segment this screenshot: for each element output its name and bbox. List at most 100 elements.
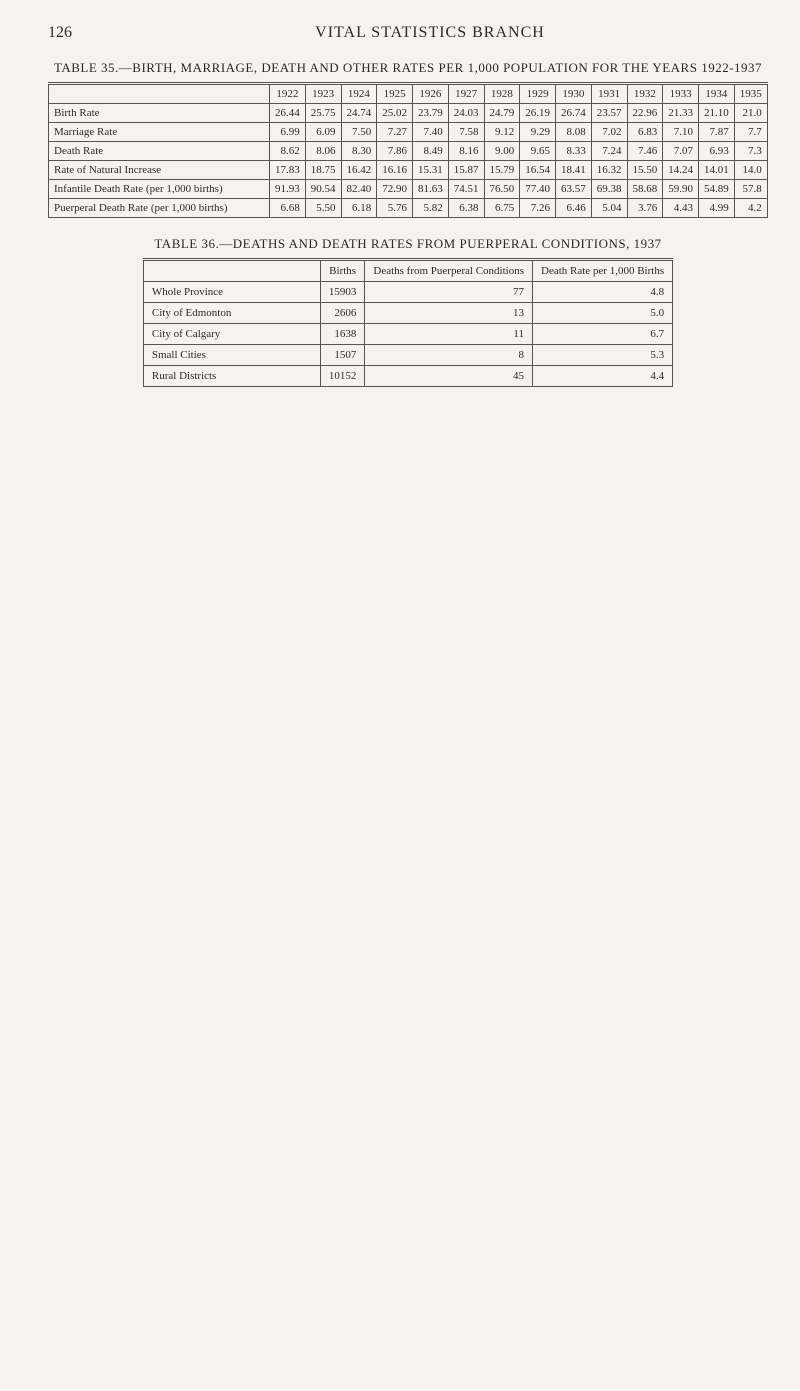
table35-corner xyxy=(49,84,270,104)
table35-cell: 15.79 xyxy=(484,161,520,180)
table35-year-header: 1925 xyxy=(377,84,413,104)
table36-col-header: Death Rate per 1,000 Births xyxy=(533,260,673,282)
table36-row-label: Small Cities xyxy=(143,345,320,366)
table35-cell: 16.54 xyxy=(520,161,556,180)
table35-cell: 6.99 xyxy=(270,123,306,142)
table-row: Death Rate8.628.068.307.868.498.169.009.… xyxy=(49,142,769,161)
table35-year-header: 1923 xyxy=(305,84,341,104)
table35-cell: 58.68 xyxy=(627,180,663,199)
table35-cell: 7.50 xyxy=(341,123,377,142)
table-row: Small Cities150785.3 xyxy=(143,345,672,366)
table-row: Puerperal Death Rate (per 1,000 births) 6… xyxy=(49,199,769,218)
table35-cell: 18.75 xyxy=(305,161,341,180)
table35-year-header: 1936 xyxy=(767,84,768,104)
table35-cell: 3.76 xyxy=(627,199,663,218)
table35-cell: 7.7 xyxy=(734,123,767,142)
table35-cell: 7.8 xyxy=(767,123,768,142)
table35-cell: 82.40 xyxy=(341,180,377,199)
table35-year-header: 1922 xyxy=(270,84,306,104)
table-row: Birth Rate26.4425.7524.7425.0223.7924.03… xyxy=(49,104,769,123)
table35-cell: 8.08 xyxy=(556,123,592,142)
table36-row-label: Whole Province xyxy=(143,282,320,303)
table35-year-header: 1930 xyxy=(556,84,592,104)
table35-row-label: Marriage Rate xyxy=(49,123,270,142)
table35-cell: 4.43 xyxy=(663,199,699,218)
table35-cell: 26.44 xyxy=(270,104,306,123)
table36-col-header: Births xyxy=(320,260,365,282)
table35-row-label: Puerperal Death Rate (per 1,000 births) xyxy=(49,199,270,218)
table-row: Marriage Rate6.996.097.507.277.407.589.1… xyxy=(49,123,769,142)
table35-cell: 63.57 xyxy=(556,180,592,199)
table35-cell: 8.0 xyxy=(767,142,768,161)
table35-cell: 26.19 xyxy=(520,104,556,123)
table35-cell: 5.8 xyxy=(767,199,768,218)
table35-cell: 16.16 xyxy=(377,161,413,180)
table35-cell: 25.75 xyxy=(305,104,341,123)
table35-title: TABLE 35.—BIRTH, MARRIAGE, DEATH AND OTH… xyxy=(48,60,768,76)
table35-cell: 20.4 xyxy=(767,104,768,123)
table36-cell: 5.0 xyxy=(533,303,673,324)
table35-scroll[interactable]: 1922192319241925192619271928192919301931… xyxy=(48,82,768,222)
table35-cell: 12.5 xyxy=(767,161,768,180)
table35-cell: 14.24 xyxy=(663,161,699,180)
table35-cell: 6.18 xyxy=(341,199,377,218)
table35-year-header: 1928 xyxy=(484,84,520,104)
table36-title: TABLE 36.—DEATHS AND DEATH RATES FROM PU… xyxy=(48,236,768,252)
table35-cell: 8.30 xyxy=(341,142,377,161)
table35-cell: 6.38 xyxy=(448,199,484,218)
table35-cell: 14.01 xyxy=(699,161,735,180)
table35-cell: 59.90 xyxy=(663,180,699,199)
table35-cell: 7.07 xyxy=(663,142,699,161)
table35-cell: 7.10 xyxy=(663,123,699,142)
table35-cell: 21.33 xyxy=(663,104,699,123)
table35-cell: 24.03 xyxy=(448,104,484,123)
table35-cell: 69.38 xyxy=(591,180,627,199)
table35-cell: 7.86 xyxy=(377,142,413,161)
table35-year-header: 1932 xyxy=(627,84,663,104)
table36-row-label: City of Calgary xyxy=(143,324,320,345)
table35: 1922192319241925192619271928192919301931… xyxy=(48,82,768,218)
table35-cell: 16.42 xyxy=(341,161,377,180)
table36-cell: 8 xyxy=(365,345,533,366)
table36-cell: 15903 xyxy=(320,282,365,303)
table-row: Infantile Death Rate (per 1,000 births)9… xyxy=(49,180,769,199)
table36-cell: 1507 xyxy=(320,345,365,366)
table35-cell: 72.90 xyxy=(377,180,413,199)
table35-cell: 7.46 xyxy=(627,142,663,161)
table36-cell: 5.3 xyxy=(533,345,673,366)
table35-year-header: 1933 xyxy=(663,84,699,104)
table35-cell: 25.02 xyxy=(377,104,413,123)
table35-cell: 6.09 xyxy=(305,123,341,142)
table35-cell: 8.33 xyxy=(556,142,592,161)
table35-cell: 4.2 xyxy=(734,199,767,218)
table35-cell: 76.50 xyxy=(484,180,520,199)
table35-year-header: 1931 xyxy=(591,84,627,104)
table35-cell: 6.75 xyxy=(484,199,520,218)
table35-row-label: Rate of Natural Increase xyxy=(49,161,270,180)
table35-cell: 15.31 xyxy=(413,161,449,180)
table35-cell: 9.29 xyxy=(520,123,556,142)
table35-cell: 23.57 xyxy=(591,104,627,123)
table35-cell: 4.99 xyxy=(699,199,735,218)
table35-cell: 77.40 xyxy=(520,180,556,199)
table36: BirthsDeaths from Puerperal ConditionsDe… xyxy=(143,258,673,387)
table35-cell: 14.0 xyxy=(734,161,767,180)
table36-cell: 1638 xyxy=(320,324,365,345)
table35-cell: 21.10 xyxy=(699,104,735,123)
table35-cell: 7.26 xyxy=(520,199,556,218)
table35-row-label: Infantile Death Rate (per 1,000 births) xyxy=(49,180,270,199)
table36-cell: 45 xyxy=(365,366,533,387)
table35-cell: 8.16 xyxy=(448,142,484,161)
table-row: Rate of Natural Increase17.8318.7516.421… xyxy=(49,161,769,180)
table36-cell: 77 xyxy=(365,282,533,303)
table35-cell: 5.04 xyxy=(591,199,627,218)
table35-cell: 54.89 xyxy=(699,180,735,199)
table35-cell: 7.24 xyxy=(591,142,627,161)
table35-year-header: 1924 xyxy=(341,84,377,104)
table36-cell: 13 xyxy=(365,303,533,324)
table35-cell: 7.3 xyxy=(734,142,767,161)
table35-year-header: 1927 xyxy=(448,84,484,104)
table35-cell: 15.87 xyxy=(448,161,484,180)
table-row: City of Edmonton2606135.0 xyxy=(143,303,672,324)
table35-cell: 21.0 xyxy=(734,104,767,123)
